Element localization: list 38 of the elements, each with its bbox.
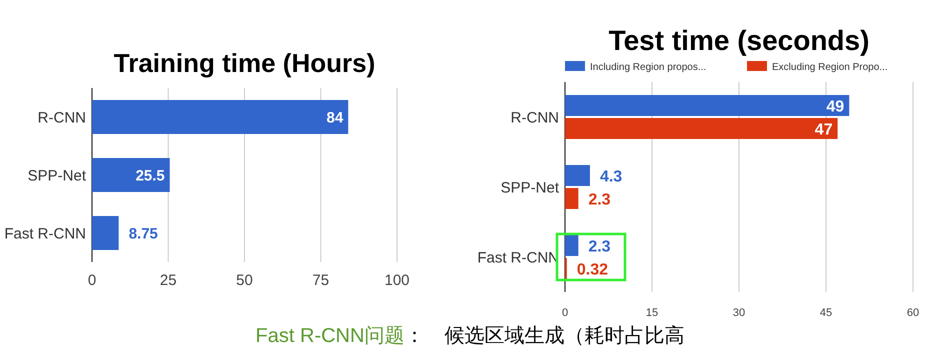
data-label: 8.75: [128, 225, 158, 242]
data-label: 0.32: [576, 261, 608, 278]
data-label: 4.3: [600, 168, 622, 186]
bar: [565, 165, 590, 186]
x-tick-label: 15: [646, 307, 658, 319]
y-tick-label: SPP-Net: [28, 167, 87, 184]
bar: [565, 235, 578, 256]
x-tick-label: 0: [562, 307, 568, 319]
x-tick-label: 75: [312, 272, 330, 289]
bar: [92, 100, 348, 134]
chart-title: Training time (Hours): [114, 48, 376, 78]
y-tick-label: R-CNN: [38, 109, 86, 126]
data-label: 49: [826, 98, 844, 116]
x-tick-label: 60: [906, 307, 920, 319]
data-label: 25.5: [136, 167, 165, 184]
legend-label: Including Region propos...: [590, 62, 706, 73]
bar: [565, 95, 850, 116]
data-label: 84: [326, 109, 344, 126]
y-tick-label: Fast R-CNN: [4, 225, 86, 242]
y-tick-label: R-CNN: [510, 109, 559, 126]
text: ： 候选区域生成（耗时占比高: [404, 324, 684, 347]
bar: [565, 188, 578, 209]
x-tick-label: 0: [88, 272, 96, 289]
x-tick-label: 100: [384, 272, 410, 289]
legend-label: Excluding Region Propo...: [772, 62, 888, 73]
data-label: 2.3: [588, 191, 611, 208]
bar: [565, 118, 838, 139]
bar: [92, 216, 119, 250]
bar: [92, 158, 170, 192]
chart-title: Test time (seconds): [608, 25, 870, 56]
text: Fast R-CNN问题: [256, 325, 404, 347]
data-label: 2.3: [588, 238, 611, 256]
x-tick-label: 25: [160, 272, 177, 289]
x-tick-label: 45: [820, 307, 832, 319]
data-label: 47: [814, 121, 833, 138]
x-tick-label: 30: [732, 307, 746, 319]
x-tick-label: 50: [236, 272, 253, 289]
y-tick-label: SPP-Net: [500, 179, 560, 196]
